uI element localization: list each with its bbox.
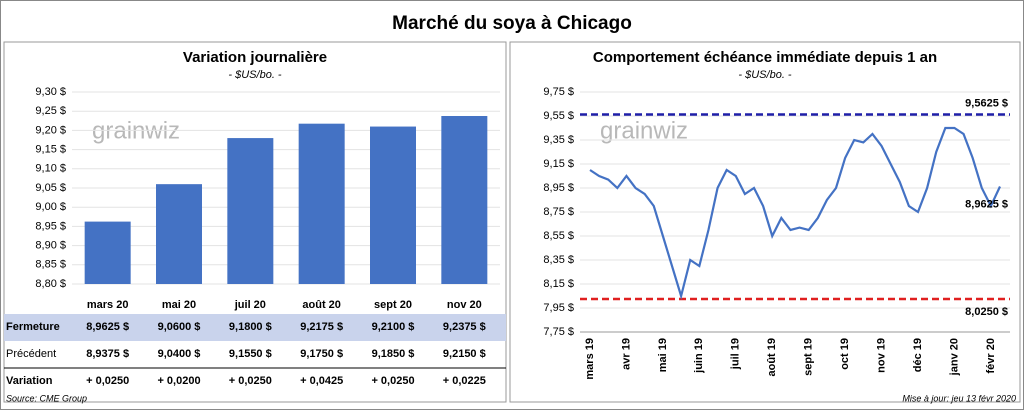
x-tick-label: mai 19: [657, 338, 669, 372]
y-tick-label: 9,15 $: [35, 144, 66, 156]
chart-subtitle: - $US/bo. -: [228, 69, 282, 81]
bar: [84, 221, 131, 284]
table-cell: + 0,0425: [300, 375, 343, 387]
x-tick-label: avr 19: [620, 338, 632, 370]
bar: [227, 138, 274, 284]
x-tick-label: janv 20: [948, 338, 960, 376]
bar: [441, 116, 488, 284]
x-tick-label: oct 19: [839, 338, 851, 370]
chart-title: Variation journalière: [183, 49, 327, 66]
y-tick-label: 8,55 $: [543, 230, 574, 242]
x-tick-label: mars 19: [584, 338, 596, 380]
x-tick-label: nov 20: [447, 299, 482, 311]
y-tick-label: 8,95 $: [35, 220, 66, 232]
table-cell: 8,9625 $: [86, 321, 129, 333]
table-cell: 9,1800 $: [229, 321, 272, 333]
y-tick-label: 8,35 $: [543, 254, 574, 266]
y-tick-label: 9,55 $: [543, 110, 574, 122]
y-tick-label: 9,10 $: [35, 163, 66, 175]
y-tick-label: 9,05 $: [35, 182, 66, 194]
x-tick-label: mars 20: [87, 299, 129, 311]
updated: Mise à jour: jeu 13 févr 2020: [902, 393, 1016, 403]
x-tick-label: sept 19: [803, 338, 815, 376]
right-panel: [509, 41, 1021, 403]
series-line: [589, 126, 1001, 301]
bar: [298, 123, 345, 285]
table-cell: 9,2100 $: [372, 321, 415, 333]
table-cell: 9,0600 $: [158, 321, 201, 333]
table-cell: 9,1850 $: [372, 348, 415, 360]
x-tick-label: août 20: [302, 299, 341, 311]
table-cell: + 0,0250: [86, 375, 129, 387]
x-tick-label: août 19: [766, 338, 778, 377]
y-tick-label: 8,85 $: [35, 259, 66, 271]
x-tick-label: juil 19: [730, 338, 742, 370]
reference-label: 8,0250 $: [965, 306, 1008, 318]
y-tick-label: 8,15 $: [543, 278, 574, 290]
y-tick-label: 8,80 $: [35, 278, 66, 290]
table-cell: + 0,0225: [443, 375, 486, 387]
table-cell: 8,9375 $: [86, 348, 129, 360]
table-cell: 9,2375 $: [443, 321, 486, 333]
x-tick-label: mai 20: [162, 299, 196, 311]
table-cell: 9,0400 $: [158, 348, 201, 360]
x-tick-label: juin 19: [693, 338, 705, 374]
row-label: Fermeture: [6, 321, 60, 333]
reference-label: 9,5625 $: [965, 97, 1008, 109]
left-panel: [3, 41, 507, 403]
table-cell: 9,1750 $: [300, 348, 343, 360]
y-tick-label: 9,00 $: [35, 201, 66, 213]
table-cell: 9,1550 $: [229, 348, 272, 360]
y-tick-label: 9,75 $: [543, 86, 574, 98]
x-tick-label: nov 19: [875, 338, 887, 373]
chart-title: Comportement échéance immédiate depuis 1…: [593, 49, 937, 66]
source: Source: CME Group: [6, 393, 87, 403]
table-cell: 9,2150 $: [443, 348, 486, 360]
y-tick-label: 8,90 $: [35, 240, 66, 252]
table-cell: + 0,0250: [229, 375, 272, 387]
y-tick-label: 8,95 $: [543, 182, 574, 194]
y-tick-label: 8,75 $: [543, 206, 574, 218]
table-cell: + 0,0200: [157, 375, 200, 387]
row-highlight: [4, 314, 506, 341]
y-tick-label: 9,35 $: [543, 134, 574, 146]
x-tick-label: févr 20: [985, 338, 997, 373]
bar: [370, 126, 416, 284]
table-cell: 9,2175 $: [300, 321, 343, 333]
row-label: Variation: [6, 375, 53, 387]
y-tick-label: 9,20 $: [35, 124, 66, 136]
x-tick-label: juil 20: [234, 299, 266, 311]
table-cell: + 0,0250: [371, 375, 414, 387]
row-label: Précédent: [6, 348, 56, 360]
y-tick-label: 7,95 $: [543, 302, 574, 314]
x-tick-label: déc 19: [912, 338, 924, 372]
chart-subtitle: - $US/bo. -: [738, 69, 792, 81]
bar: [156, 184, 202, 284]
main-title: Marché du soya à Chicago: [392, 13, 632, 34]
y-tick-label: 9,25 $: [35, 105, 66, 117]
y-tick-label: 7,75 $: [543, 326, 574, 338]
value-label: 8,9625 $: [965, 198, 1008, 210]
x-tick-label: sept 20: [374, 299, 412, 311]
y-tick-label: 9,15 $: [543, 158, 574, 170]
y-tick-label: 9,30 $: [35, 86, 66, 98]
